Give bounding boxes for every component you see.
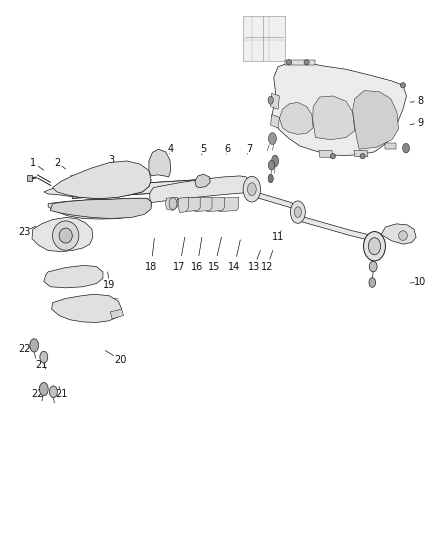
Polygon shape <box>193 197 212 212</box>
Polygon shape <box>353 91 399 149</box>
Text: 20: 20 <box>114 355 127 365</box>
Polygon shape <box>110 309 124 319</box>
Text: 7: 7 <box>247 144 253 154</box>
Polygon shape <box>319 150 333 157</box>
Ellipse shape <box>268 174 273 183</box>
Ellipse shape <box>268 133 276 144</box>
Polygon shape <box>149 149 171 177</box>
Ellipse shape <box>304 60 309 65</box>
Polygon shape <box>181 197 200 212</box>
Ellipse shape <box>59 228 72 243</box>
Polygon shape <box>279 102 313 134</box>
Text: 2: 2 <box>54 158 60 167</box>
Text: 3: 3 <box>109 155 115 165</box>
Polygon shape <box>48 198 151 219</box>
Text: 8: 8 <box>417 96 424 106</box>
Polygon shape <box>285 60 315 65</box>
Ellipse shape <box>40 351 48 363</box>
Text: 13: 13 <box>248 262 260 271</box>
Ellipse shape <box>268 160 275 170</box>
Polygon shape <box>205 197 224 212</box>
Polygon shape <box>271 93 279 109</box>
Ellipse shape <box>169 198 177 209</box>
Ellipse shape <box>330 154 336 159</box>
Text: 16: 16 <box>191 262 203 271</box>
Ellipse shape <box>400 83 406 88</box>
Ellipse shape <box>53 221 79 250</box>
Text: 15: 15 <box>208 262 221 271</box>
Polygon shape <box>271 115 279 128</box>
Text: 4: 4 <box>168 144 174 154</box>
Ellipse shape <box>369 261 377 272</box>
Polygon shape <box>243 16 285 61</box>
Text: 21: 21 <box>55 390 67 399</box>
Text: 14: 14 <box>228 262 240 271</box>
Ellipse shape <box>290 201 305 223</box>
Ellipse shape <box>364 231 385 261</box>
Polygon shape <box>72 177 243 198</box>
Polygon shape <box>27 175 32 181</box>
Polygon shape <box>53 161 151 198</box>
Ellipse shape <box>272 155 279 167</box>
Ellipse shape <box>369 278 376 287</box>
Polygon shape <box>195 174 210 188</box>
Ellipse shape <box>49 386 57 398</box>
Polygon shape <box>252 191 298 213</box>
Text: 1: 1 <box>30 158 36 167</box>
Ellipse shape <box>294 207 301 217</box>
Text: 6: 6 <box>225 144 231 154</box>
Ellipse shape <box>243 176 261 202</box>
Text: 11: 11 <box>272 232 284 242</box>
Ellipse shape <box>30 339 39 352</box>
Polygon shape <box>44 265 103 288</box>
Polygon shape <box>381 224 416 244</box>
Polygon shape <box>298 215 368 240</box>
Ellipse shape <box>399 231 407 240</box>
Text: 18: 18 <box>145 262 157 271</box>
Polygon shape <box>50 198 151 219</box>
Text: 22: 22 <box>18 344 30 354</box>
Polygon shape <box>217 197 239 212</box>
Polygon shape <box>52 294 122 322</box>
Polygon shape <box>385 143 396 149</box>
Text: 10: 10 <box>414 278 427 287</box>
Ellipse shape <box>39 383 48 395</box>
Ellipse shape <box>247 183 256 196</box>
Ellipse shape <box>286 60 292 65</box>
Text: 19: 19 <box>103 280 116 290</box>
Text: 23: 23 <box>18 227 30 237</box>
Text: 17: 17 <box>173 262 186 271</box>
Polygon shape <box>272 63 406 156</box>
Ellipse shape <box>368 238 381 255</box>
Polygon shape <box>354 150 368 157</box>
Polygon shape <box>150 176 250 203</box>
Text: 12: 12 <box>261 262 273 271</box>
Polygon shape <box>313 96 355 140</box>
Text: 9: 9 <box>417 118 424 127</box>
Ellipse shape <box>268 96 273 104</box>
Polygon shape <box>32 217 93 252</box>
Ellipse shape <box>360 154 365 159</box>
Polygon shape <box>44 175 151 198</box>
Text: 21: 21 <box>35 360 48 370</box>
Text: 5: 5 <box>201 144 207 154</box>
Polygon shape <box>179 197 188 213</box>
Polygon shape <box>166 197 177 211</box>
Ellipse shape <box>403 143 410 153</box>
Text: 22: 22 <box>31 390 43 399</box>
